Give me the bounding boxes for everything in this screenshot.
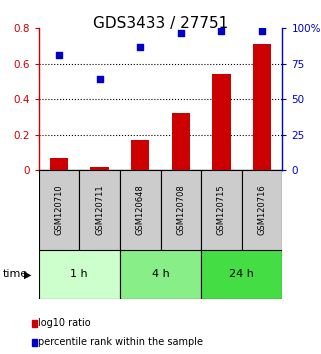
Text: GSM120716: GSM120716 bbox=[258, 184, 267, 235]
Point bbox=[178, 30, 183, 35]
Bar bbox=[39, 170, 79, 250]
Text: 1 h: 1 h bbox=[70, 269, 88, 279]
Text: GSM120648: GSM120648 bbox=[136, 184, 145, 235]
Point bbox=[260, 28, 265, 34]
Text: GSM120708: GSM120708 bbox=[176, 184, 185, 235]
Bar bbox=[213, 74, 230, 170]
Text: ▶: ▶ bbox=[23, 269, 31, 279]
Text: time: time bbox=[3, 269, 29, 279]
Text: 4 h: 4 h bbox=[152, 269, 169, 279]
Bar bbox=[39, 250, 120, 299]
Bar bbox=[160, 170, 201, 250]
Bar bbox=[201, 170, 242, 250]
Text: percentile rank within the sample: percentile rank within the sample bbox=[38, 337, 203, 347]
Point bbox=[138, 44, 143, 50]
Point bbox=[97, 76, 102, 82]
Bar bbox=[79, 170, 120, 250]
Bar bbox=[91, 167, 108, 170]
Text: GSM120715: GSM120715 bbox=[217, 184, 226, 235]
Bar bbox=[120, 170, 160, 250]
Text: 24 h: 24 h bbox=[230, 269, 254, 279]
Text: GDS3433 / 27751: GDS3433 / 27751 bbox=[93, 16, 228, 31]
Bar bbox=[120, 250, 201, 299]
Point bbox=[56, 52, 61, 58]
Text: GSM120711: GSM120711 bbox=[95, 184, 104, 235]
Point bbox=[219, 28, 224, 34]
Bar bbox=[253, 44, 271, 170]
Bar bbox=[131, 140, 149, 170]
Text: log10 ratio: log10 ratio bbox=[38, 318, 91, 328]
Bar bbox=[201, 250, 282, 299]
Bar bbox=[242, 170, 282, 250]
Bar bbox=[50, 158, 68, 170]
Text: GSM120710: GSM120710 bbox=[54, 184, 63, 235]
Bar bbox=[172, 113, 190, 170]
